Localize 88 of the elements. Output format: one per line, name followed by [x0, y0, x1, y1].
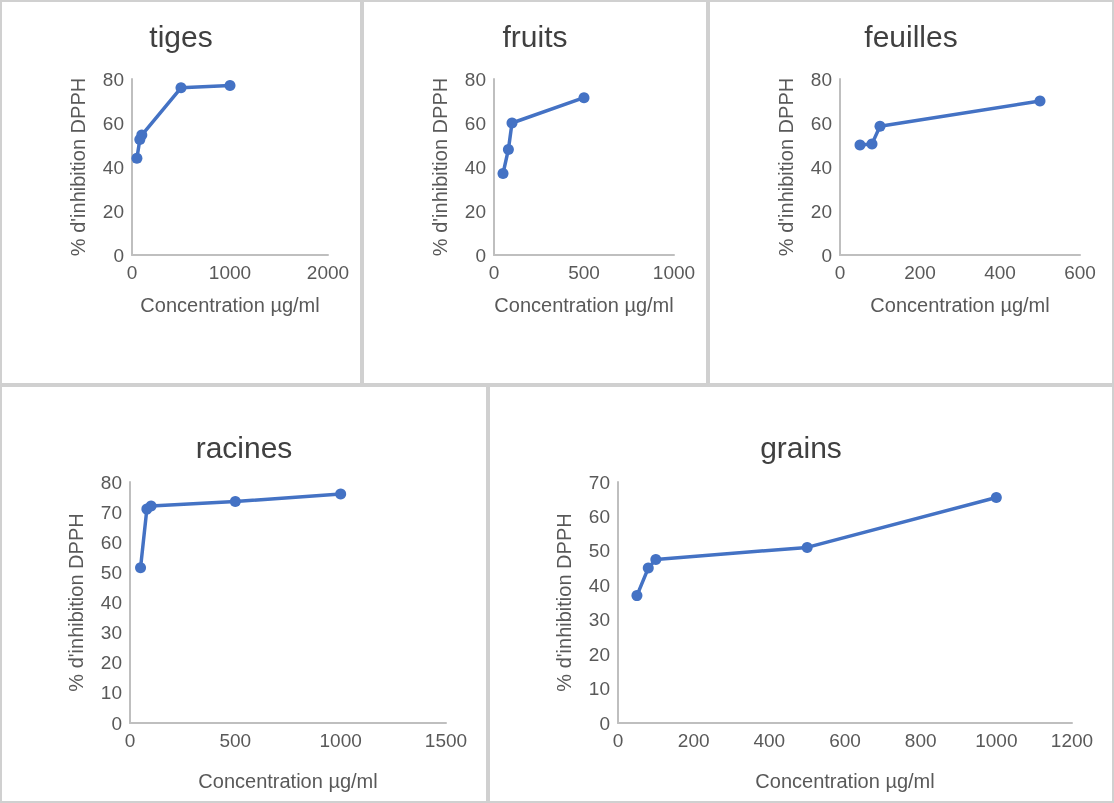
- x-tick-label: 600: [1064, 262, 1096, 283]
- y-axis-title: % d'inhibition DPPH: [553, 513, 575, 692]
- y-tick-label: 0: [821, 244, 832, 266]
- y-axis-title: % d'inhibition DPPH: [775, 77, 797, 257]
- point: [175, 82, 187, 94]
- point: [506, 117, 518, 129]
- point: [578, 92, 590, 104]
- y-tick-label: 60: [810, 112, 832, 134]
- y-tick-label: 80: [100, 471, 122, 493]
- y-axis-title: % d'inhibition DPPH: [67, 77, 89, 257]
- y-tick-label: 20: [810, 200, 832, 222]
- chart-title: racines: [195, 430, 293, 464]
- y-tick-label: 60: [102, 112, 124, 134]
- y-tick-label: 20: [588, 643, 610, 665]
- x-tick-label: 500: [219, 730, 252, 751]
- point: [335, 488, 347, 500]
- point: [854, 139, 866, 151]
- x-axis-title: Concentration µg/ml: [494, 294, 674, 316]
- x-tick-label: 2000: [306, 262, 350, 283]
- point: [135, 562, 147, 574]
- y-tick-label: 30: [588, 609, 610, 631]
- x-axis-title: Concentration µg/ml: [140, 294, 320, 316]
- y-tick-label: 40: [100, 592, 122, 613]
- y-tick-label: 80: [810, 68, 832, 90]
- y-tick-label: 0: [475, 244, 486, 266]
- point: [229, 496, 241, 508]
- y-tick-label: 20: [100, 652, 122, 674]
- x-tick-label: 1000: [319, 730, 362, 751]
- point: [874, 120, 886, 132]
- y-tick-label: 60: [100, 531, 122, 553]
- x-tick-label: 200: [677, 730, 710, 751]
- y-axis-title: % d'inhibition DPPH: [429, 77, 451, 257]
- x-tick-label: 800: [904, 730, 937, 751]
- point: [650, 553, 662, 565]
- x-tick-label: 0: [488, 262, 500, 283]
- x-tick-label: 1000: [208, 262, 252, 283]
- x-tick-label: 1500: [424, 730, 468, 751]
- y-tick-label: 40: [464, 156, 486, 178]
- y-tick-label: 0: [113, 244, 124, 266]
- x-tick-label: 400: [753, 730, 786, 751]
- x-tick-label: 0: [834, 262, 846, 283]
- y-axis-title: % d'inhibition DPPH: [65, 513, 87, 692]
- y-tick-label: 40: [102, 156, 124, 178]
- x-tick-label: 0: [126, 262, 138, 283]
- point: [145, 500, 157, 512]
- point: [990, 492, 1002, 503]
- y-tick-label: 80: [464, 68, 486, 90]
- y-tick-label: 50: [588, 540, 610, 562]
- y-tick-label: 60: [588, 505, 610, 527]
- x-tick-label: 1000: [975, 730, 1018, 751]
- point: [801, 541, 813, 553]
- point: [1034, 95, 1046, 107]
- y-tick-label: 20: [102, 200, 124, 222]
- y-tick-label: 50: [100, 561, 122, 583]
- chart-title: grains: [760, 430, 842, 464]
- point: [502, 143, 514, 155]
- x-tick-label: 500: [568, 262, 600, 283]
- y-tick-label: 20: [464, 200, 486, 222]
- point: [136, 129, 148, 141]
- chart-title: tiges: [149, 19, 213, 53]
- y-tick-label: 70: [588, 471, 610, 493]
- y-tick-label: 80: [102, 68, 124, 90]
- x-axis-title: Concentration µg/ml: [198, 770, 378, 792]
- point: [866, 138, 878, 150]
- x-tick-label: 600: [829, 730, 861, 751]
- y-tick-label: 10: [588, 678, 610, 700]
- point: [642, 562, 654, 574]
- x-axis-title: Concentration µg/ml: [755, 770, 935, 792]
- chart-title: fruits: [502, 19, 568, 53]
- x-axis-title: Concentration µg/ml: [870, 294, 1050, 316]
- point: [497, 168, 509, 180]
- y-tick-label: 40: [588, 574, 610, 596]
- x-tick-label: 0: [612, 730, 624, 751]
- x-tick-label: 1200: [1050, 730, 1094, 751]
- y-tick-label: 60: [464, 112, 486, 134]
- chart-title: feuilles: [864, 19, 958, 53]
- point: [131, 152, 143, 164]
- y-tick-label: 10: [100, 682, 122, 704]
- point: [631, 590, 643, 602]
- point: [224, 80, 236, 92]
- y-tick-label: 40: [810, 156, 832, 178]
- x-tick-label: 1000: [652, 262, 696, 283]
- y-tick-label: 0: [111, 712, 122, 734]
- y-tick-label: 70: [100, 501, 122, 523]
- x-tick-label: 200: [904, 262, 936, 283]
- y-tick-label: 0: [599, 712, 610, 734]
- y-tick-label: 30: [100, 622, 122, 644]
- x-tick-label: 400: [984, 262, 1016, 283]
